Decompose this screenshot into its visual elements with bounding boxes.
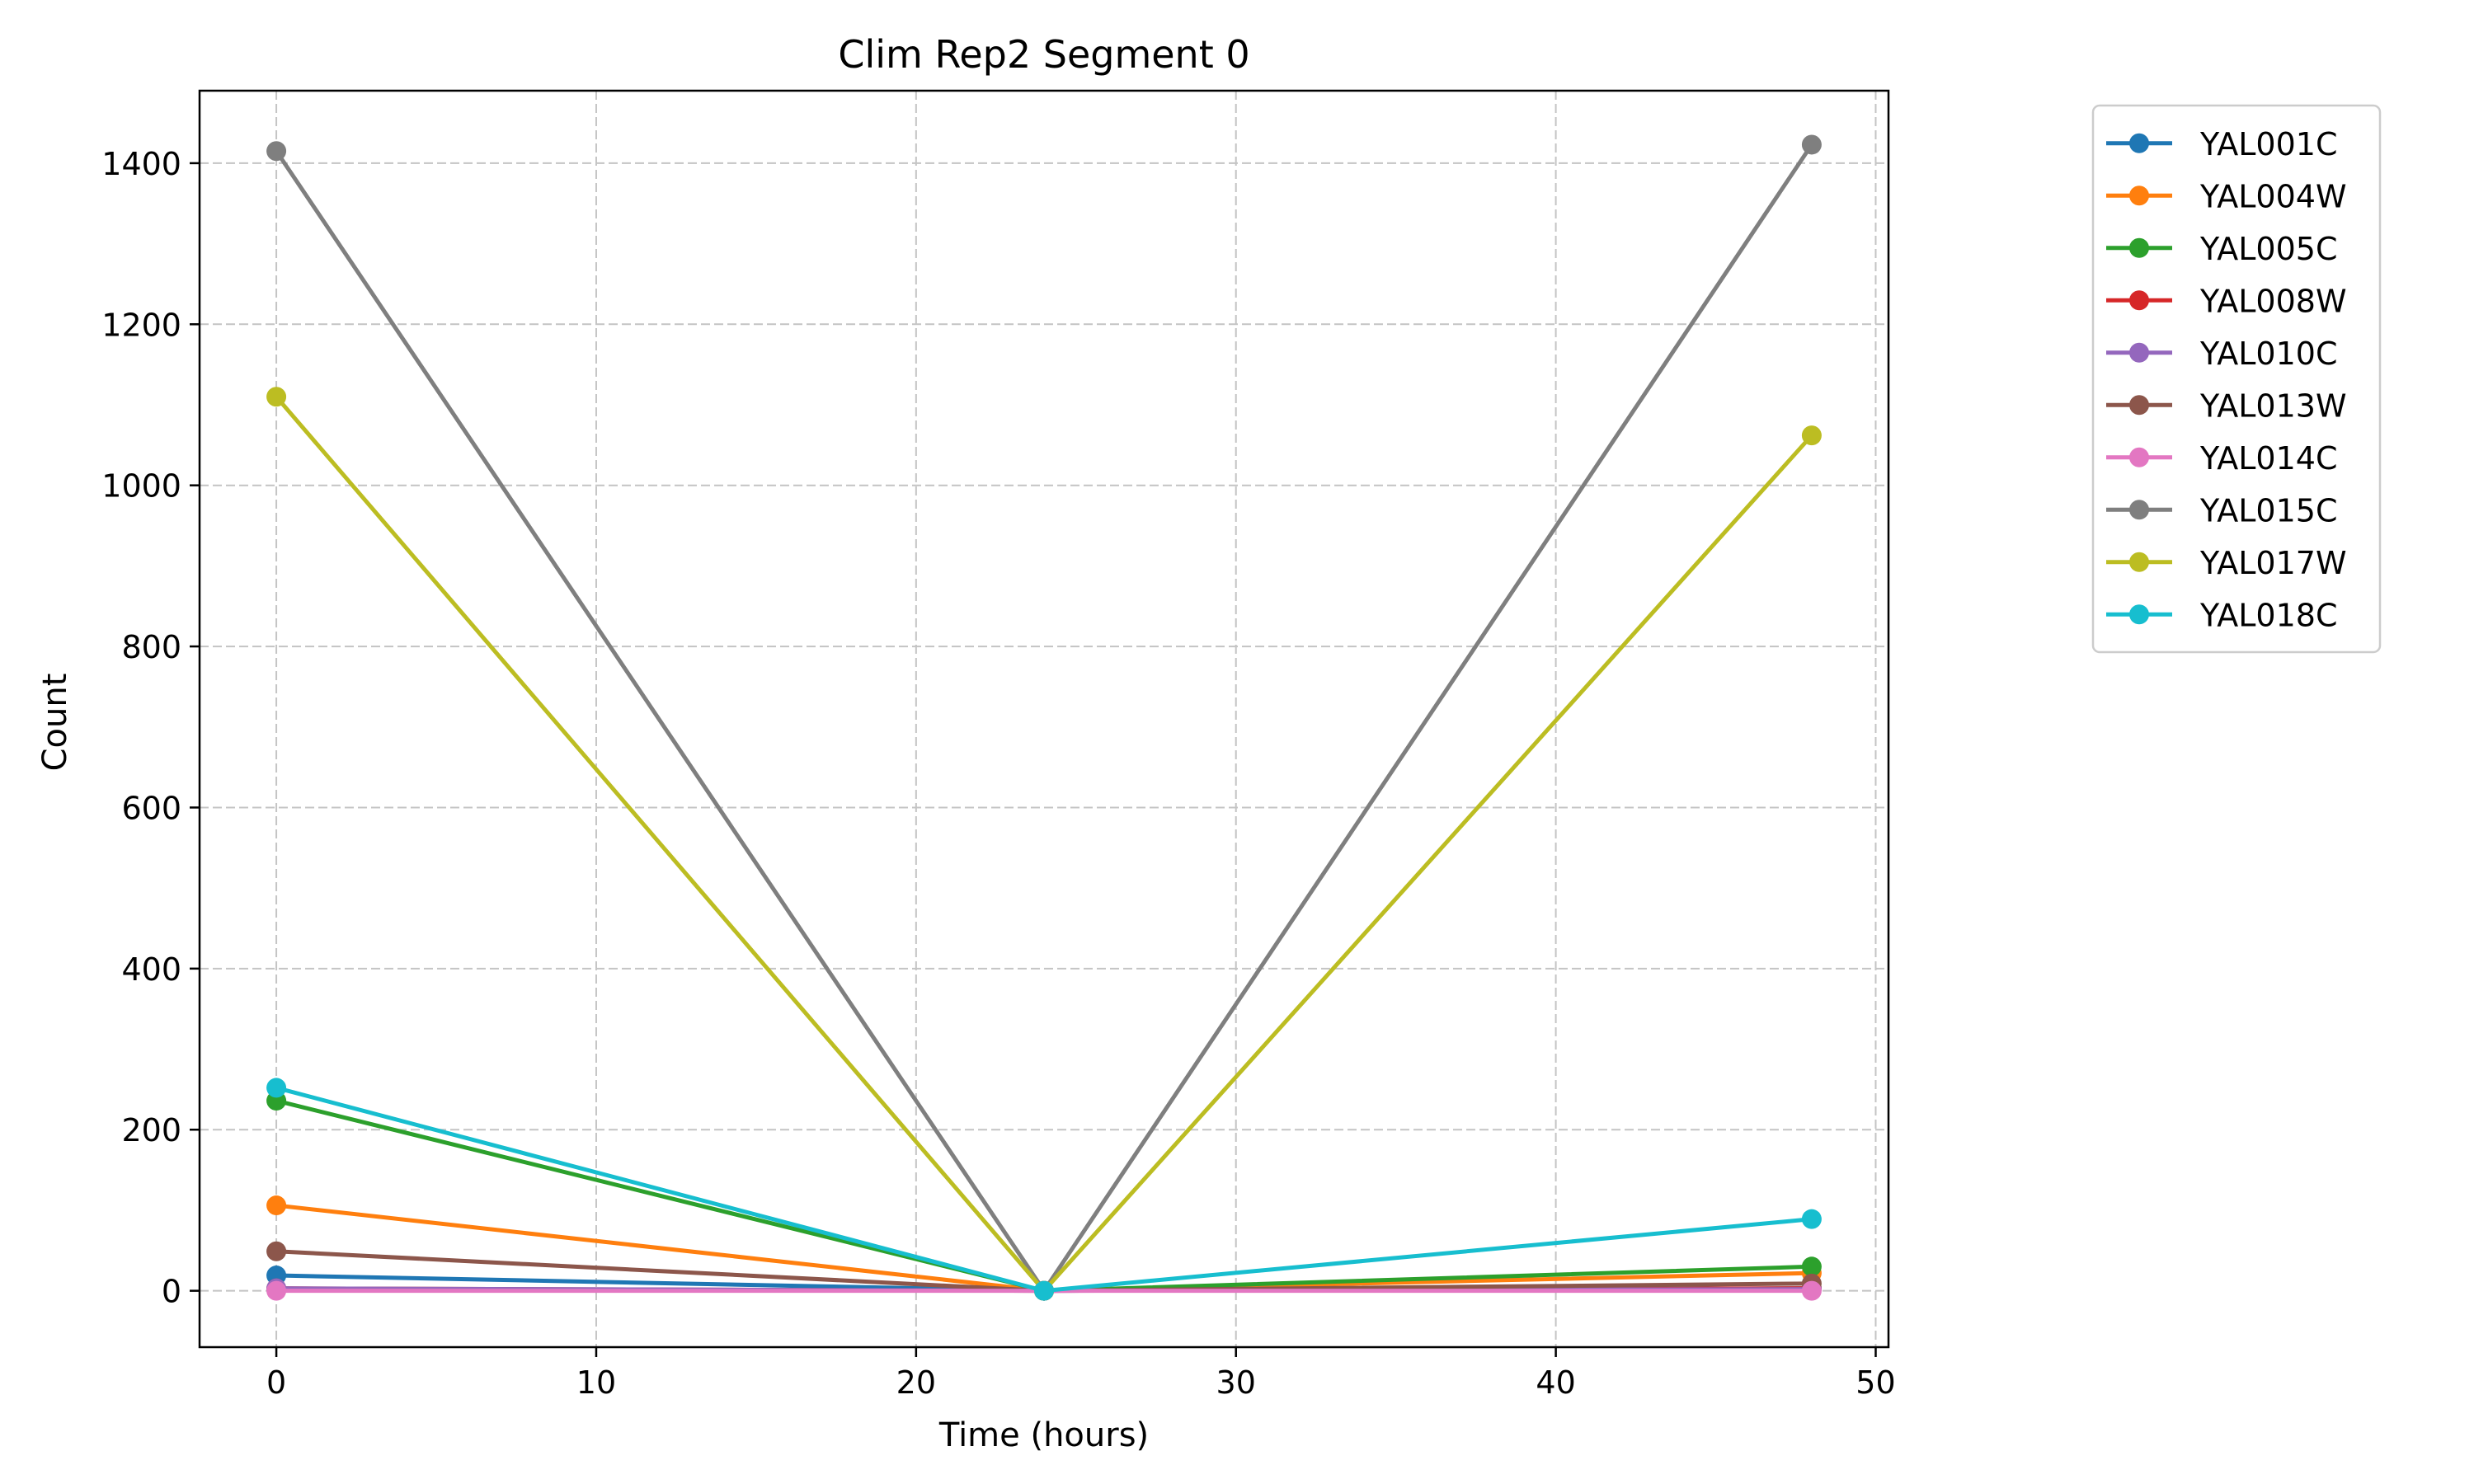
legend-box	[2091, 104, 2382, 654]
legend-label: YAL001C	[2199, 126, 2338, 162]
legend-label: YAL014C	[2199, 440, 2338, 477]
legend-label: YAL015C	[2199, 492, 2338, 528]
data-point	[266, 1241, 287, 1261]
legend-entry: YAL018C	[2106, 597, 2338, 633]
x-tick-label: 0	[266, 1364, 286, 1401]
legend-label: YAL004W	[2199, 178, 2347, 214]
legend-entry: YAL004W	[2106, 178, 2347, 214]
x-tick-label: 50	[1856, 1364, 1895, 1401]
data-point	[1034, 1280, 1054, 1301]
legend-marker	[2129, 395, 2149, 416]
series-yal015c	[266, 134, 1822, 1301]
data-point	[266, 387, 287, 407]
y-tick-label: 400	[121, 951, 181, 988]
legend-label: YAL008W	[2199, 283, 2347, 319]
legend-marker	[2129, 552, 2149, 572]
data-point	[1801, 1256, 1822, 1277]
y-tick-label: 1400	[101, 146, 181, 182]
x-axis-label: Time (hours)	[938, 1416, 1149, 1454]
data-point	[1801, 134, 1822, 155]
legend-label: YAL005C	[2199, 231, 2338, 267]
y-tick-label: 200	[121, 1112, 181, 1148]
legend-entry: YAL013W	[2106, 387, 2347, 424]
legend-label: YAL010C	[2199, 336, 2338, 372]
y-tick-label: 1200	[101, 307, 181, 343]
x-tick-label: 30	[1216, 1364, 1256, 1401]
series-yal017w	[266, 387, 1822, 1301]
y-tick-label: 800	[121, 629, 181, 665]
series-line	[274, 1203, 1814, 1294]
legend-entry: YAL008W	[2106, 283, 2347, 319]
legend-marker	[2129, 342, 2149, 363]
chart-title: Clim Rep2 Segment 0	[838, 32, 1249, 77]
data-point	[1801, 425, 1822, 446]
data-point	[1801, 1209, 1822, 1229]
legend-label: YAL013W	[2199, 387, 2347, 424]
data-series	[266, 134, 1822, 1301]
series-yal018c	[266, 1078, 1822, 1301]
data-point	[266, 1078, 287, 1098]
legend-entry: YAL001C	[2106, 126, 2338, 162]
grid-lines	[200, 91, 1888, 1347]
axes: 0 10 20 30 40 50 0 200 400 600 800 1000 1200 1400	[101, 89, 1896, 1401]
y-tick-label: 1000	[101, 468, 181, 505]
legend-entry: YAL010C	[2106, 336, 2338, 372]
x-tick-label: 10	[576, 1364, 616, 1401]
legend-marker	[2129, 133, 2149, 153]
x-tick-label: 40	[1536, 1364, 1575, 1401]
legend-marker	[2129, 290, 2149, 311]
y-axis-label: Count	[36, 674, 74, 772]
legend-entry: YAL017W	[2106, 545, 2347, 581]
legend-label: YAL018C	[2199, 597, 2338, 633]
legend-marker	[2129, 237, 2149, 258]
x-tick-label: 20	[896, 1364, 936, 1401]
legend-marker	[2129, 186, 2149, 206]
legend-marker	[2129, 500, 2149, 520]
series-line	[274, 1085, 1814, 1294]
legend-label: YAL017W	[2199, 545, 2347, 581]
legend-entry: YAL014C	[2106, 440, 2338, 477]
legend-marker	[2129, 604, 2149, 625]
series-yal005c	[266, 1091, 1822, 1301]
legend-marker	[2129, 447, 2149, 467]
legend-entry: YAL005C	[2106, 231, 2338, 267]
legend-entry: YAL015C	[2106, 492, 2338, 528]
plot-frame	[198, 89, 1890, 1349]
y-tick-label: 0	[162, 1274, 181, 1310]
series-line	[274, 142, 1814, 1294]
data-point	[266, 1280, 287, 1301]
legend: YAL001C YAL004W YAL005C YAL008W YAL010C YAL01…	[2091, 104, 2382, 654]
y-tick-label: 600	[121, 790, 181, 826]
data-point	[1801, 1280, 1822, 1301]
data-point	[266, 1195, 287, 1216]
data-point	[266, 141, 287, 162]
